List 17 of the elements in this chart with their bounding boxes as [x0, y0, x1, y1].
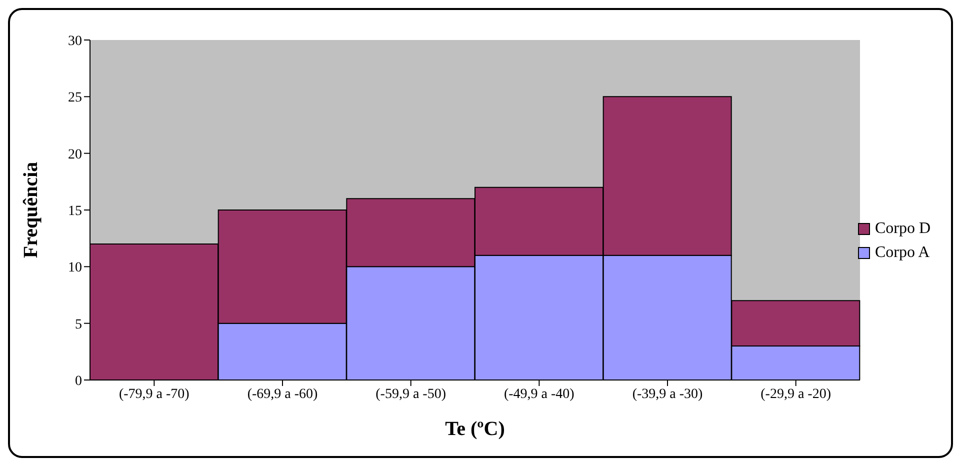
y-tick-label: 15: [68, 204, 82, 219]
y-tick-label: 5: [75, 317, 82, 332]
x-tick-label: (-39,9 a -30): [632, 386, 704, 402]
legend-label: Corpo D: [875, 220, 931, 238]
x-tick-label: (-69,9 a -60): [247, 386, 318, 402]
x-tick-label: (-79,9 a -70): [118, 386, 190, 402]
y-tick-label: 30: [68, 34, 82, 49]
y-tick-label: 10: [68, 260, 82, 276]
x-tick-label: (-49,9 a -40): [504, 386, 575, 402]
y-tick-label: 0: [75, 374, 82, 389]
legend-label: Corpo A: [875, 244, 930, 262]
x-tick-label: (-29,9 a -20): [760, 386, 832, 402]
y-axis-title: Frequência: [20, 162, 42, 258]
y-tick-label: 20: [68, 147, 82, 162]
x-axis-title: Te (ºC): [445, 418, 505, 440]
x-tick-label: (-59,9 a -50): [376, 386, 446, 402]
y-tick-label: 25: [68, 90, 82, 106]
